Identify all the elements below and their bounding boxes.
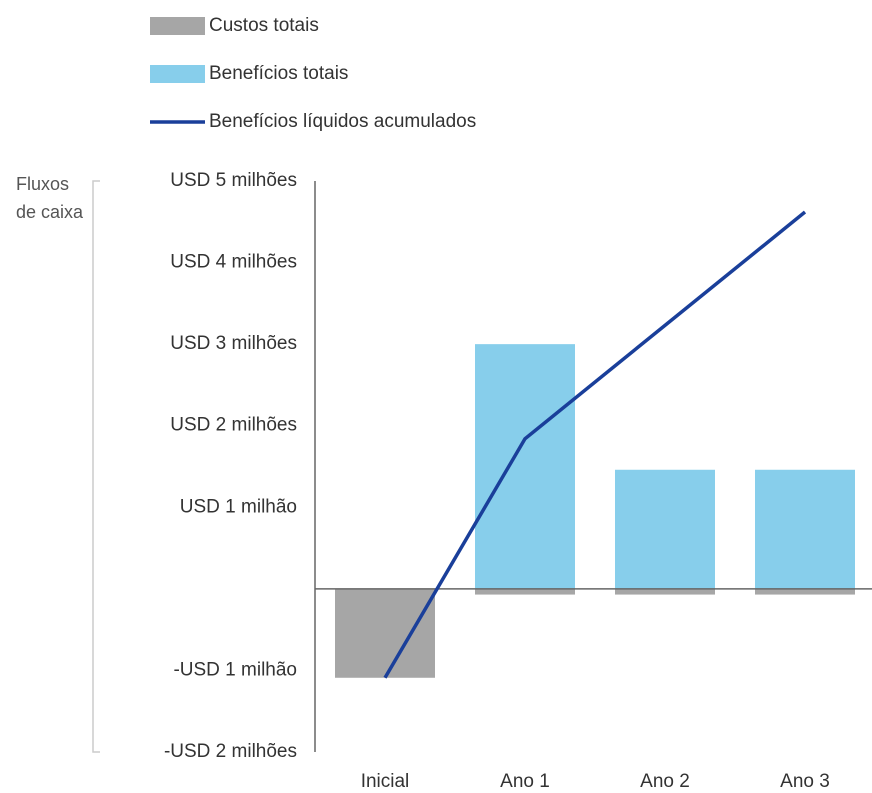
x-tick-label: Ano 3 <box>780 771 830 792</box>
legend-swatch <box>150 17 205 35</box>
y-bracket <box>92 180 100 753</box>
legend-swatch <box>150 65 205 83</box>
y-tick-label: -USD 1 milhão <box>173 659 297 680</box>
bar <box>615 588 715 595</box>
bar <box>475 344 575 589</box>
y-axis-label: Fluxos de caixa <box>16 174 84 222</box>
y-tick-label: -USD 2 milhões <box>164 741 297 762</box>
x-tick-label: Inicial <box>361 771 410 792</box>
y-tick-label: USD 3 milhões <box>170 333 297 354</box>
legend-label: Benefícios líquidos acumulados <box>209 111 476 132</box>
y-tick-label: USD 1 milhão <box>180 496 297 517</box>
bar <box>335 588 435 678</box>
bar <box>475 588 575 595</box>
y-tick-label: USD 2 milhões <box>170 415 297 436</box>
legend-label: Custos totais <box>209 15 319 36</box>
bar <box>615 469 715 589</box>
bar <box>755 588 855 595</box>
y-tick-label: USD 5 milhões <box>170 170 297 191</box>
x-tick-label: Ano 2 <box>640 771 690 792</box>
bar <box>755 469 855 589</box>
y-tick-label: USD 4 milhões <box>170 252 297 273</box>
legend-label: Benefícios totais <box>209 63 348 84</box>
cumulative-line <box>383 210 807 679</box>
x-tick-label: Ano 1 <box>500 771 550 792</box>
